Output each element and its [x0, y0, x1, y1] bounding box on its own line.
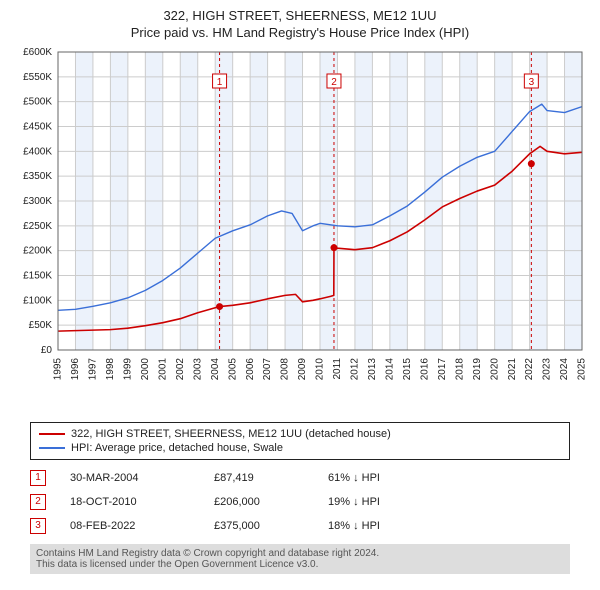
svg-text:2011: 2011 — [332, 358, 343, 380]
svg-text:1: 1 — [217, 77, 223, 88]
svg-text:2: 2 — [331, 77, 337, 88]
svg-text:1999: 1999 — [123, 358, 134, 381]
svg-text:2017: 2017 — [437, 358, 448, 381]
legend-item: 322, HIGH STREET, SHEERNESS, ME12 1UU (d… — [39, 427, 561, 441]
event-number-badge: 3 — [30, 518, 46, 534]
event-price: £87,419 — [214, 472, 304, 484]
svg-text:2015: 2015 — [402, 358, 413, 381]
svg-text:2023: 2023 — [542, 358, 553, 381]
legend-swatch — [39, 433, 65, 435]
event-date: 08-FEB-2022 — [70, 520, 190, 532]
title-line-1: 322, HIGH STREET, SHEERNESS, ME12 1UU — [10, 8, 590, 23]
chart: £0 £50K £100K £150K £200K £250K £300K £350K £400… — [10, 46, 590, 416]
event-price: £375,000 — [214, 520, 304, 532]
event-number-badge: 2 — [30, 494, 46, 510]
title-line-2: Price paid vs. HM Land Registry's House … — [10, 25, 590, 40]
svg-text:£50K: £50K — [29, 320, 53, 331]
svg-text:2016: 2016 — [419, 358, 430, 381]
svg-text:1997: 1997 — [88, 358, 99, 381]
legend-label: HPI: Average price, detached house, Swal… — [71, 442, 283, 454]
svg-text:£200K: £200K — [23, 246, 52, 257]
event-number-badge: 1 — [30, 470, 46, 486]
event-delta: 61% ↓ HPI — [328, 472, 380, 484]
svg-text:2021: 2021 — [507, 358, 518, 381]
svg-text:2025: 2025 — [577, 358, 588, 381]
event-delta: 18% ↓ HPI — [328, 520, 380, 532]
event-date: 30-MAR-2004 — [70, 472, 190, 484]
svg-text:£0: £0 — [41, 345, 53, 356]
svg-text:2005: 2005 — [227, 358, 238, 381]
svg-text:2004: 2004 — [210, 358, 221, 381]
event-row: 3 08-FEB-2022 £375,000 18% ↓ HPI — [30, 514, 570, 538]
svg-text:2018: 2018 — [454, 358, 465, 381]
footer-line-1: Contains HM Land Registry data © Crown c… — [36, 548, 564, 559]
svg-text:2001: 2001 — [157, 358, 168, 381]
legend-swatch — [39, 447, 65, 449]
svg-text:2008: 2008 — [280, 358, 291, 381]
svg-text:2012: 2012 — [350, 358, 361, 381]
svg-text:£500K: £500K — [23, 97, 52, 108]
events-table: 1 30-MAR-2004 £87,419 61% ↓ HPI 2 18-OCT-2010… — [30, 466, 570, 538]
svg-text:2007: 2007 — [262, 358, 273, 381]
titles: 322, HIGH STREET, SHEERNESS, ME12 1UU Pr… — [10, 8, 590, 40]
svg-text:£150K: £150K — [23, 271, 52, 282]
svg-text:2020: 2020 — [489, 358, 500, 381]
svg-text:£600K: £600K — [23, 47, 52, 58]
footer: Contains HM Land Registry data © Crown c… — [30, 544, 570, 574]
svg-text:£250K: £250K — [23, 221, 52, 232]
chart-svg: £0 £50K £100K £150K £200K £250K £300K £350K £400… — [10, 46, 590, 416]
svg-text:3: 3 — [529, 77, 535, 88]
svg-text:£100K: £100K — [23, 295, 52, 306]
legend-item: HPI: Average price, detached house, Swal… — [39, 441, 561, 455]
svg-text:2009: 2009 — [297, 358, 308, 381]
event-date: 18-OCT-2010 — [70, 496, 190, 508]
svg-text:1995: 1995 — [53, 358, 64, 381]
event-row: 1 30-MAR-2004 £87,419 61% ↓ HPI — [30, 466, 570, 490]
footer-line-2: This data is licensed under the Open Gov… — [36, 559, 564, 570]
event-row: 2 18-OCT-2010 £206,000 19% ↓ HPI — [30, 490, 570, 514]
svg-text:1996: 1996 — [70, 358, 81, 381]
legend: 322, HIGH STREET, SHEERNESS, ME12 1UU (d… — [30, 422, 570, 460]
svg-text:2000: 2000 — [140, 358, 151, 381]
svg-text:2002: 2002 — [175, 358, 186, 381]
svg-text:2006: 2006 — [245, 358, 256, 381]
svg-text:£550K: £550K — [23, 72, 52, 83]
svg-text:£300K: £300K — [23, 196, 52, 207]
svg-text:2024: 2024 — [559, 358, 570, 381]
svg-text:2013: 2013 — [367, 358, 378, 381]
svg-text:2022: 2022 — [524, 358, 535, 381]
svg-text:1998: 1998 — [105, 358, 116, 381]
svg-text:2010: 2010 — [315, 358, 326, 381]
svg-text:£400K: £400K — [23, 146, 52, 157]
legend-label: 322, HIGH STREET, SHEERNESS, ME12 1UU (d… — [71, 428, 391, 440]
svg-text:£450K: £450K — [23, 122, 52, 133]
event-delta: 19% ↓ HPI — [328, 496, 380, 508]
svg-text:2003: 2003 — [192, 358, 203, 381]
svg-text:2019: 2019 — [472, 358, 483, 381]
svg-text:£350K: £350K — [23, 171, 52, 182]
event-price: £206,000 — [214, 496, 304, 508]
page: 322, HIGH STREET, SHEERNESS, ME12 1UU Pr… — [0, 0, 600, 580]
svg-text:2014: 2014 — [385, 358, 396, 381]
